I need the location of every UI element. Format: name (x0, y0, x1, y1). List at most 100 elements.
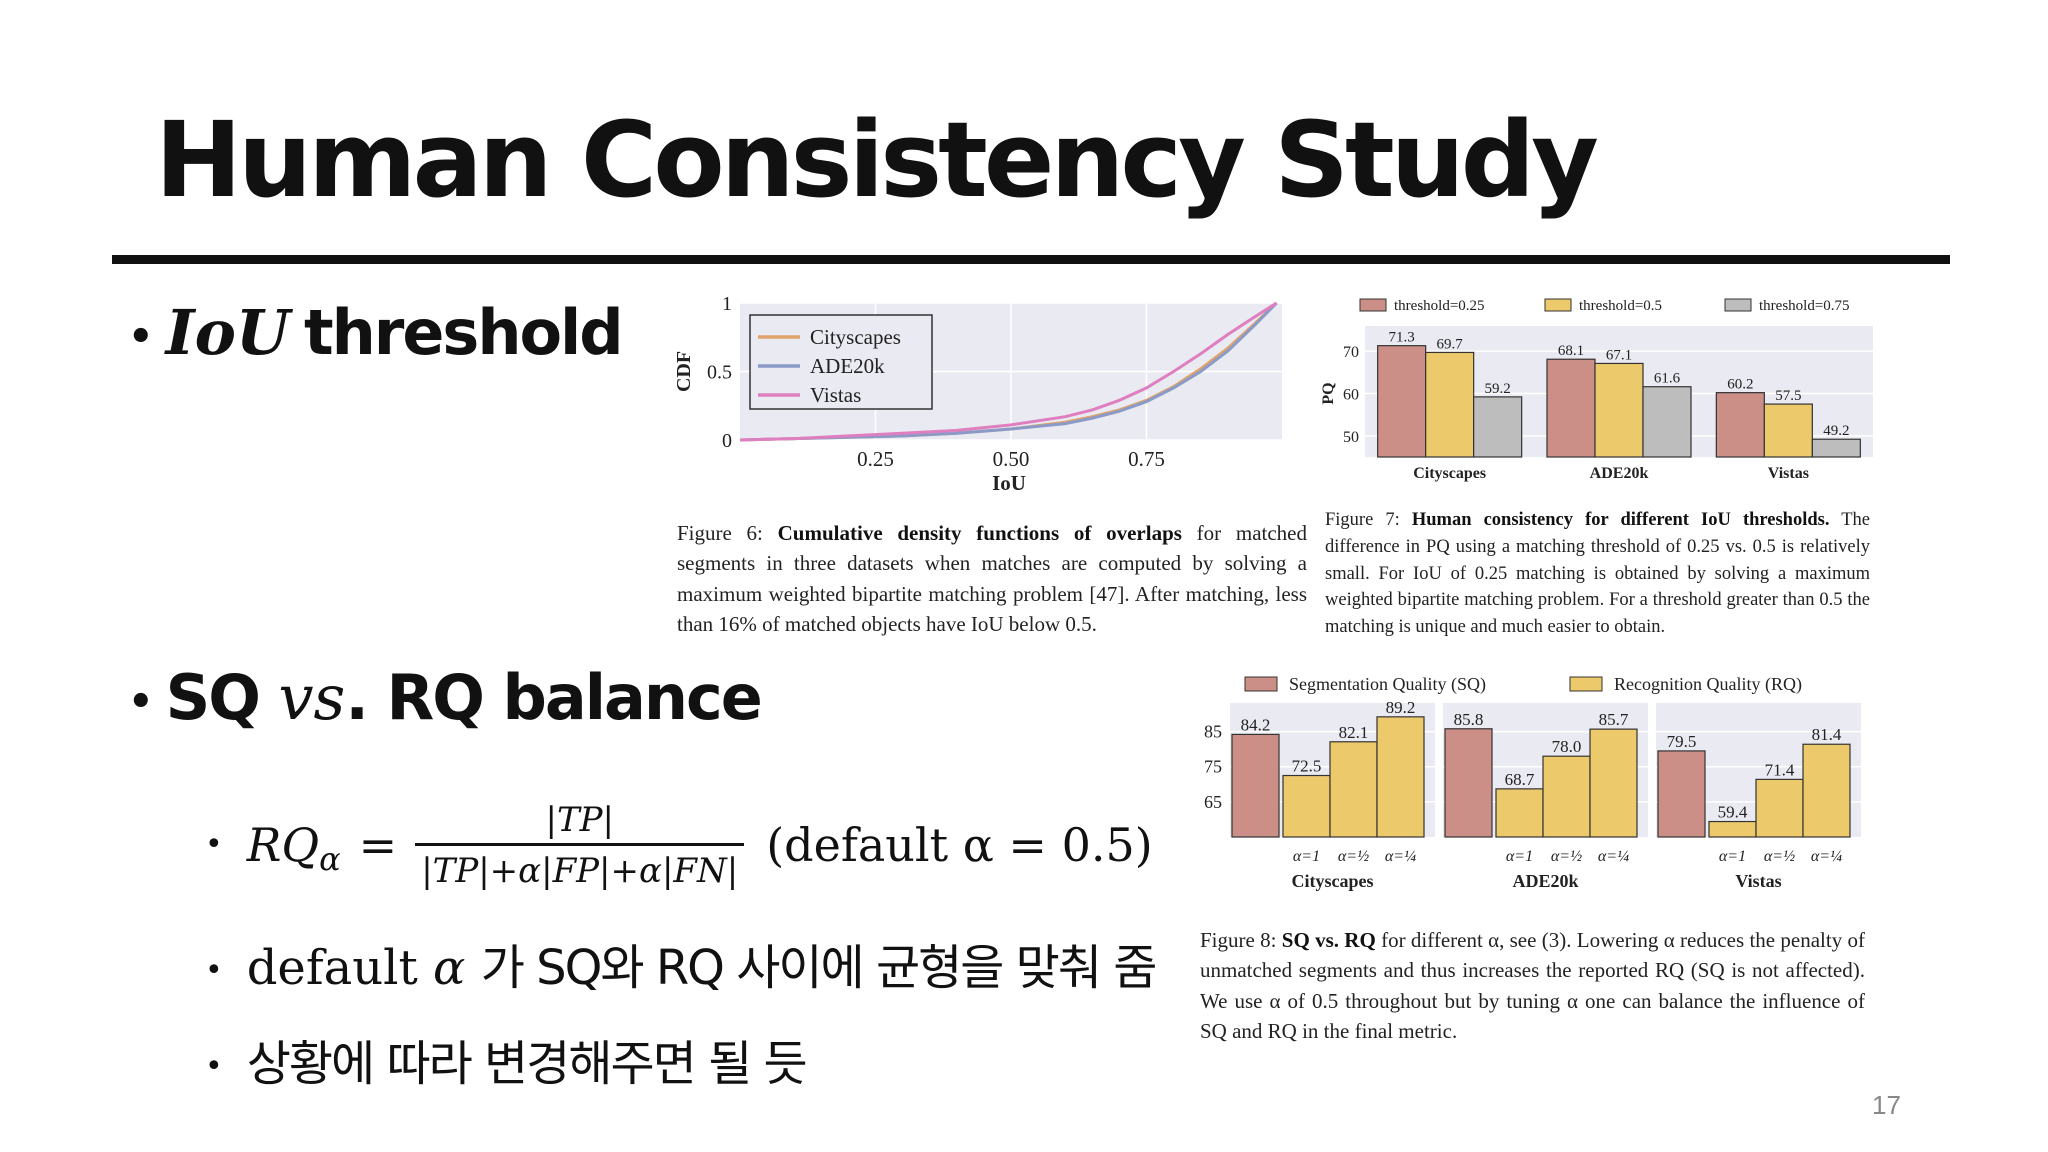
alpha-tick-label: α=¼ (1598, 848, 1629, 865)
x-category-label: Vistas (1768, 465, 1809, 482)
sub-bullet-default-alpha: • default α 가 SQ와 RQ 사이에 균형을 맞춰 줌 (205, 944, 1157, 992)
y-tick-label: 65 (1204, 792, 1222, 812)
rq-bar (1708, 820, 1757, 838)
formula-lhs: RQ (246, 818, 320, 872)
sq-bar (1657, 750, 1706, 838)
bar-value-label: 72.5 (1292, 757, 1322, 776)
figure8-caption-text: for different α, see (3). Lowering α red… (1200, 928, 1865, 1044)
rq-bar (1329, 741, 1378, 838)
bar-value-label: 71.3 (1389, 330, 1415, 346)
x-category-label: ADE20k (1590, 465, 1649, 482)
figure7-caption-label: Figure 7: (1325, 510, 1400, 530)
alpha-tick-label: α=1 (1293, 848, 1320, 865)
bullet-rq-text: . RQ balance (345, 661, 762, 734)
figure6-caption: Figure 6: Cumulative density functions o… (677, 518, 1307, 640)
bullet-iou-threshold: • IoU threshold (128, 302, 624, 364)
bar-value-label: 57.5 (1775, 388, 1801, 404)
alpha-tick-label: α=¼ (1811, 848, 1842, 865)
bar (1642, 386, 1692, 458)
bar-value-label: 68.7 (1505, 770, 1535, 789)
formula-denominator: |TP|+α|FP|+α|FN| (421, 850, 739, 891)
y-tick-label: 50 (1343, 429, 1359, 446)
sub-bullet-alpha: α (433, 940, 466, 996)
rq-bar (1495, 788, 1544, 838)
bar (1473, 396, 1523, 458)
y-tick-label: 75 (1204, 757, 1222, 777)
x-category-label: Vistas (1735, 871, 1781, 891)
bar-value-label: 68.1 (1558, 343, 1584, 359)
bar-value-label: 78.0 (1552, 737, 1582, 756)
figure6-caption-bold: Cumulative density functions of overlaps (777, 521, 1182, 545)
sub-bullet-korean-1: 가 SQ와 RQ 사이에 균형을 맞춰 줌 (480, 940, 1158, 996)
bar-value-label: 85.8 (1454, 710, 1484, 729)
legend-swatch (1569, 676, 1603, 692)
bullet-sq-rq: • SQ vs. RQ balance (128, 667, 763, 729)
sub-bullet-situation: • 상황에 따라 변경해주면 될 듯 (205, 1040, 808, 1088)
alpha-tick-label: α=1 (1719, 848, 1746, 865)
alpha-tick-label: α=½ (1764, 848, 1795, 865)
figure8-caption-label: Figure 8: (1200, 928, 1277, 952)
x-category-label: ADE20k (1512, 871, 1578, 891)
legend-label: threshold=0.75 (1759, 298, 1850, 314)
figure7-caption-bold: Human consistency for different IoU thre… (1411, 510, 1830, 530)
bar (1546, 358, 1596, 458)
bar (1377, 345, 1427, 458)
title-rule (112, 255, 1950, 264)
y-tick-label: 1 (722, 293, 732, 315)
rq-bar (1282, 774, 1331, 838)
bullet-dot: • (128, 313, 154, 360)
sq-bar (1231, 733, 1280, 838)
legend-label: ADE20k (810, 354, 885, 378)
legend-label: Vistas (810, 383, 861, 407)
y-tick-label: 70 (1343, 344, 1359, 361)
sub-bullet-default-word: default (246, 940, 418, 996)
legend-swatch (1544, 298, 1572, 312)
x-category-label: Cityscapes (1413, 465, 1486, 482)
formula-fraction: |TP| |TP|+α|FP|+α|FN| (415, 803, 745, 891)
y-axis-label: PQ (1320, 382, 1337, 404)
alpha-tick-label: α=1 (1506, 848, 1533, 865)
bar-value-label: 67.1 (1606, 347, 1632, 363)
legend-label: Recognition Quality (RQ) (1614, 674, 1802, 695)
bar-value-label: 81.4 (1812, 725, 1842, 744)
figure6-caption-label: Figure 6: (677, 521, 763, 545)
figure6-cdf-chart: 0.25 0.50 0.75 0 0.5 1 IoU CDF Cityscapes ADE20k V… (673, 293, 1282, 495)
y-tick-label: 0 (722, 430, 732, 452)
x-category-label: Cityscapes (1292, 871, 1374, 891)
figure8-caption-bold: SQ vs. RQ (1281, 928, 1376, 952)
figure7-pq-chart: 50 60 70 PQ threshold=0.25 threshold=0.5 thres… (1320, 298, 1873, 482)
sub-bullet-formula: • RQ α = |TP| |TP|+α|FP|+α|FN| (default α… (205, 790, 1153, 900)
rq-bar (1755, 778, 1804, 838)
bar-value-label: 82.1 (1339, 723, 1369, 742)
figure6-caption-text: for matched segments in three datasets w… (677, 521, 1308, 637)
alpha-tick-label: α=¼ (1385, 848, 1416, 865)
x-axis-label: IoU (992, 471, 1026, 495)
bar-value-label: 49.2 (1823, 423, 1849, 439)
legend-swatch (1724, 298, 1752, 312)
legend-label: threshold=0.5 (1579, 298, 1662, 314)
bar-value-label: 71.4 (1765, 760, 1795, 779)
sub-bullet-dot: • (205, 1049, 223, 1084)
bullet-iou-text: threshold (304, 296, 624, 369)
x-tick-label: 0.25 (857, 447, 894, 471)
bar (1763, 403, 1813, 458)
y-axis-label: CDF (673, 351, 695, 392)
rq-bar (1542, 755, 1591, 838)
sub-bullet-dot: • (205, 953, 223, 988)
rq-bar (1589, 728, 1638, 838)
series-line-ade20k (739, 301, 1278, 442)
figure8-caption: Figure 8: SQ vs. RQ for different α, see… (1200, 925, 1865, 1047)
alpha-tick-label: α=½ (1551, 848, 1582, 865)
bar (1594, 362, 1644, 458)
sub-bullet-dot: • (205, 827, 223, 862)
slide-title: Human Consistency Study (155, 99, 1599, 221)
figure7-caption: Figure 7: Human consistency for differen… (1325, 507, 1870, 641)
formula-subscript: α (319, 840, 341, 878)
formula-default: (default α = 0.5) (766, 818, 1153, 872)
alpha-tick-label: α=½ (1338, 848, 1369, 865)
figure7-caption-text: The difference in PQ using a matching th… (1325, 510, 1870, 638)
legend-swatch (1359, 298, 1387, 312)
legend-label: Cityscapes (810, 325, 901, 349)
bar-value-label: 85.7 (1599, 710, 1629, 729)
bullet-sq-text: SQ (165, 661, 261, 734)
